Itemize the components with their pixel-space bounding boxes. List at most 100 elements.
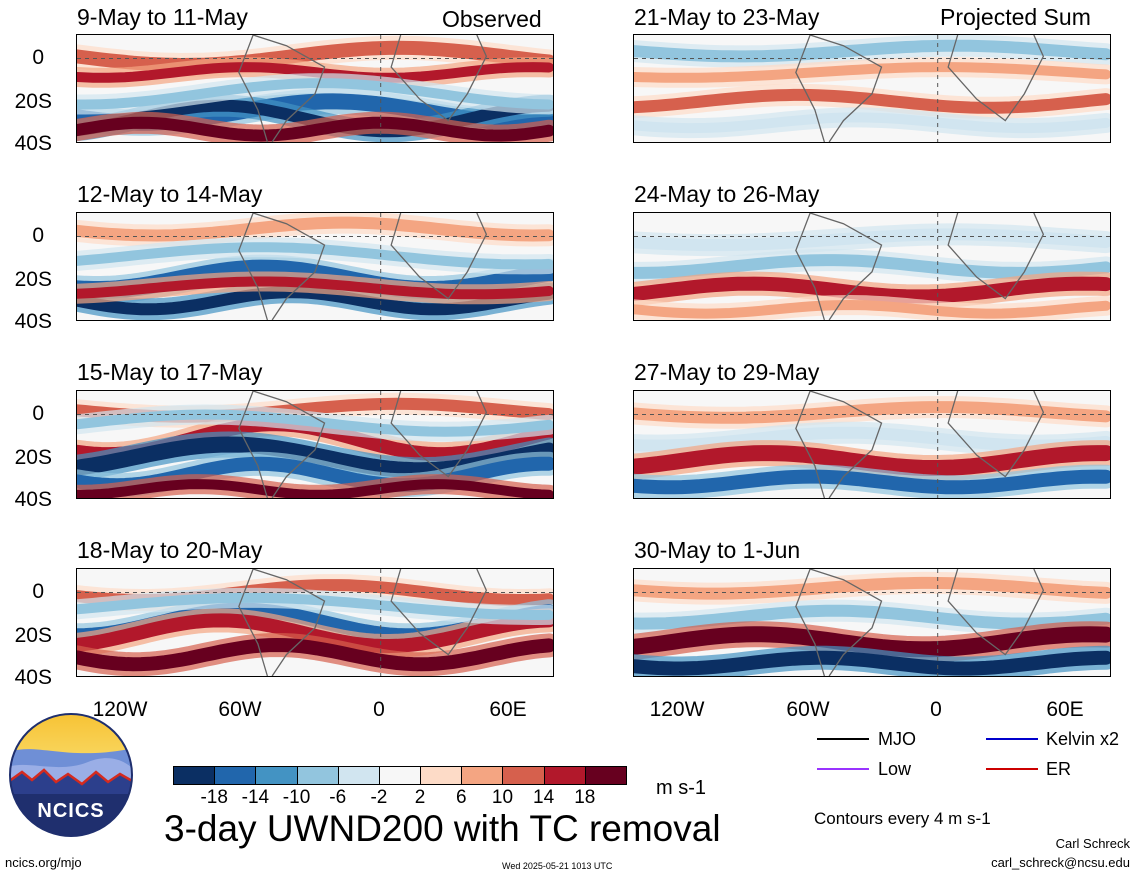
- colorbar-label: 6: [455, 787, 467, 808]
- projected-sum-label: Projected Sum: [940, 4, 1091, 30]
- panel-title-observed-2: 12-May to 14-May: [77, 181, 263, 207]
- units-label: m s-1: [656, 777, 706, 799]
- anomaly-band: [634, 426, 1110, 452]
- colorbar-swatch: [378, 766, 422, 785]
- y-tick-0-p4: 0: [32, 580, 44, 603]
- contour-note: Contours every 4 m s-1: [814, 809, 991, 828]
- panel-title-projected-1: 21-May to 23-May: [634, 4, 820, 30]
- panel-title-observed-4: 18-May to 20-May: [77, 537, 263, 563]
- coastline-africa: [947, 213, 1045, 300]
- anomaly-band: [77, 479, 553, 498]
- colorbar-swatch: [502, 766, 545, 785]
- map-observed-1: [76, 34, 554, 143]
- coastline-africa: [390, 569, 488, 656]
- anomaly-band: [77, 78, 553, 110]
- map-projected-2: [633, 212, 1111, 321]
- heatmap-observed-3: [77, 391, 553, 498]
- colorbar-label: -10: [282, 787, 311, 808]
- map-observed-4: [76, 568, 554, 677]
- heatmap-projected-4: [634, 569, 1110, 676]
- coastline-south-america: [795, 35, 883, 142]
- y-tick-40s-p4: 40S: [14, 666, 52, 689]
- heatmap-observed-2: [77, 213, 553, 320]
- x-tick-0-right: 0: [930, 698, 942, 721]
- anomaly-band: [77, 216, 553, 242]
- x-tick-120w-right: 120W: [649, 698, 705, 721]
- anomaly-band: [634, 88, 1110, 114]
- coastline-south-america: [238, 213, 326, 320]
- panel-title-projected-3: 27-May to 29-May: [634, 359, 820, 385]
- heatmap-projected-3: [634, 391, 1110, 498]
- colorbar-swatch: [337, 766, 380, 785]
- author-email: carl_schreck@ncsu.edu: [991, 855, 1130, 870]
- heatmap-projected-1: [634, 35, 1110, 142]
- colorbar-swatch: [584, 766, 627, 785]
- coastline-south-america: [795, 569, 883, 676]
- map-projected-3: [633, 390, 1111, 499]
- anomaly-band: [634, 445, 1110, 476]
- anomaly-band: [634, 39, 1110, 63]
- panel-title-observed-1: 9-May to 11-May: [77, 4, 248, 30]
- y-tick-20s-p4: 20S: [14, 624, 52, 647]
- coastline-africa: [390, 213, 488, 300]
- anomaly-band: [634, 469, 1110, 495]
- anomaly-band: [77, 40, 553, 73]
- author-name: Carl Schreck: [1055, 836, 1130, 851]
- observed-label: Observed: [442, 6, 542, 32]
- legend-mjo-line: [817, 738, 869, 740]
- panel-title-projected-2: 24-May to 26-May: [634, 181, 820, 207]
- colorbar-swatch: [173, 766, 216, 785]
- x-tick-0-left: 0: [373, 698, 385, 721]
- colorbar-swatch: [214, 766, 257, 785]
- coastline-south-america: [238, 35, 326, 142]
- coastline-africa: [947, 569, 1045, 656]
- y-tick-20s-p3: 20S: [14, 446, 52, 469]
- colorbar-label: -6: [329, 787, 347, 808]
- y-tick-40s-p3: 40S: [14, 488, 52, 511]
- legend-er-label: ER: [1046, 759, 1072, 779]
- y-tick-20s-p2: 20S: [14, 268, 52, 291]
- anomaly-band: [77, 592, 553, 620]
- panel-title-observed-3: 15-May to 17-May: [77, 359, 263, 385]
- colorbar-label: -14: [241, 787, 270, 808]
- map-projected-1: [633, 34, 1111, 143]
- anomaly-band: [634, 276, 1110, 304]
- colorbar-label: 2: [414, 787, 426, 808]
- colorbar-label: -2: [370, 787, 388, 808]
- legend-kelvin-label: Kelvin x2: [1046, 729, 1120, 749]
- colorbar-swatch: [461, 766, 504, 785]
- anomaly-band: [634, 62, 1110, 83]
- y-tick-40s-p1: 40S: [14, 132, 52, 155]
- map-projected-4: [633, 568, 1111, 677]
- colorbar-label: 18: [574, 787, 596, 808]
- figure-title: 3-day UWND200 with TC removal: [164, 808, 721, 849]
- ncics-logo: NCICS: [8, 712, 134, 838]
- timestamp: Wed 2025-05-21 1013 UTC: [502, 861, 613, 871]
- coastline-africa: [947, 391, 1045, 478]
- legend-low-line: [817, 768, 869, 770]
- panel-title-projected-4: 30-May to 1-Jun: [634, 537, 801, 563]
- x-tick-120w-left: 120W: [92, 698, 148, 721]
- coastline-africa: [947, 35, 1045, 122]
- anomaly-band: [77, 62, 553, 83]
- legend-er-line: [986, 768, 1038, 770]
- anomaly-band: [634, 626, 1110, 658]
- legend-mjo-label: MJO: [878, 729, 916, 749]
- coastline-south-america: [238, 391, 326, 498]
- coastline-africa: [390, 391, 488, 478]
- heatmap-observed-1: [77, 35, 553, 142]
- x-tick-60e-left: 60E: [489, 698, 527, 721]
- anomaly-band: [77, 276, 553, 300]
- y-tick-0-p2: 0: [32, 224, 44, 247]
- anomaly-band: [77, 116, 553, 142]
- logo-text: NCICS: [37, 800, 105, 822]
- x-tick-60w-right: 60W: [786, 698, 830, 721]
- y-tick-20s-p1: 20S: [14, 90, 52, 113]
- map-observed-2: [76, 212, 554, 321]
- anomaly-band: [634, 650, 1110, 676]
- coastline-south-america: [795, 391, 883, 498]
- y-tick-0-p1: 0: [32, 46, 44, 69]
- colorbar: [173, 766, 627, 785]
- anomaly-band: [77, 637, 553, 672]
- anomaly-band: [634, 254, 1110, 279]
